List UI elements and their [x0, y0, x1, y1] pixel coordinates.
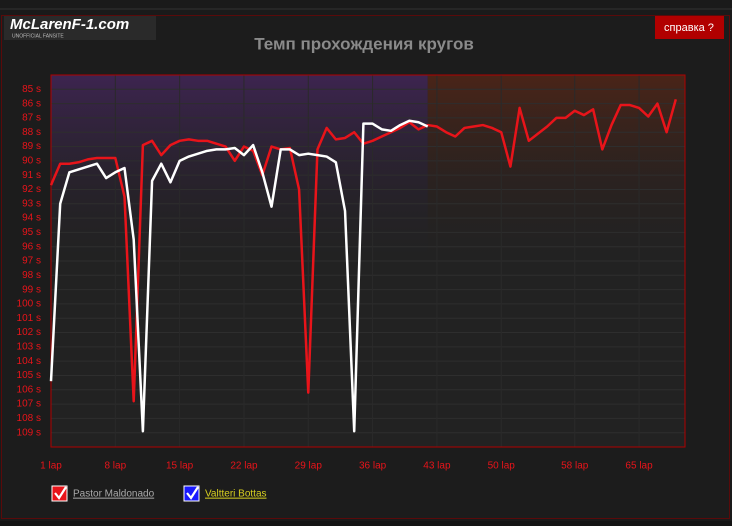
y-tick-label: 92 s — [22, 184, 41, 195]
y-tick-label: 87 s — [22, 113, 41, 124]
y-tick-label: 94 s — [22, 213, 41, 224]
y-tick-label: 96 s — [22, 241, 41, 252]
y-tick-label: 97 s — [22, 256, 41, 267]
y-tick-label: 93 s — [22, 198, 41, 209]
y-tick-label: 103 s — [17, 341, 41, 352]
y-tick-label: 108 s — [17, 413, 41, 424]
help-button[interactable] — [655, 16, 724, 39]
y-tick-label: 90 s — [22, 155, 41, 166]
y-tick-label: 101 s — [17, 313, 41, 324]
x-tick-label: 15 lap — [166, 461, 194, 472]
logo-tagline: UNOFFICIAL FANSITE — [12, 33, 64, 39]
help-label[interactable]: справка ? — [664, 22, 714, 34]
y-tick-label: 105 s — [17, 370, 41, 381]
y-tick-label: 88 s — [22, 127, 41, 138]
chart-title: Темп прохождения кругов — [254, 34, 474, 53]
y-tick-label: 109 s — [17, 427, 41, 438]
plot-border — [50, 74, 686, 448]
x-tick-label: 58 lap — [561, 461, 589, 472]
x-tick-label: 22 lap — [230, 461, 258, 472]
x-tick-label: 50 lap — [488, 461, 516, 472]
y-tick-label: 104 s — [17, 356, 41, 367]
x-tick-label: 29 lap — [295, 461, 323, 472]
logo-box — [4, 16, 156, 40]
logo: McLarenF-1.com — [10, 16, 129, 33]
legend-label[interactable]: Valtteri Bottas — [205, 489, 267, 500]
legend-check — [186, 486, 199, 500]
y-tick-label: 102 s — [17, 327, 41, 338]
y-tick-label: 86 s — [22, 98, 41, 109]
y-tick-label: 107 s — [17, 399, 41, 410]
x-tick-label: 65 lap — [625, 461, 653, 472]
series-line — [49, 119, 429, 433]
legend-label[interactable]: Pastor Maldonado — [73, 489, 155, 500]
y-tick-label: 98 s — [22, 270, 41, 281]
legend-check — [54, 486, 67, 500]
y-tick-label: 100 s — [17, 299, 41, 310]
x-tick-label: 8 lap — [104, 461, 126, 472]
x-tick-label: 43 lap — [423, 461, 451, 472]
x-tick-label: 1 lap — [40, 461, 62, 472]
y-tick-label: 106 s — [17, 384, 41, 395]
y-tick-label: 89 s — [22, 141, 41, 152]
y-tick-label: 85 s — [22, 84, 41, 95]
legend-item[interactable]: Pastor Maldonado — [51, 485, 155, 502]
y-tick-label: 91 s — [22, 170, 41, 181]
legend-item[interactable]: Valtteri Bottas — [183, 485, 267, 502]
x-tick-label: 36 lap — [359, 461, 387, 472]
y-tick-label: 99 s — [22, 284, 41, 295]
y-tick-label: 95 s — [22, 227, 41, 238]
